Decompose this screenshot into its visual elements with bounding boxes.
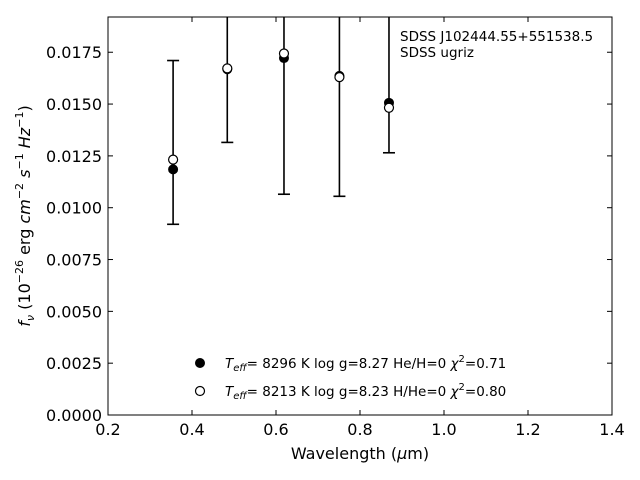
data-markers bbox=[168, 48, 395, 175]
annotation-object-name: SDSS J102444.55+551538.5 bbox=[400, 29, 593, 45]
y-tick-label: 0.0100 bbox=[46, 199, 102, 218]
error-bars bbox=[167, 17, 395, 226]
open-point bbox=[278, 48, 290, 59]
svg-text:Teff= 8213 K log g=8.23 H/H: Teff= 8213 K log g=8.23 H/He=0 χ2=0.80 bbox=[225, 382, 506, 402]
legend-1-teff: 8296 K bbox=[262, 356, 311, 372]
x-tick-label: 0.2 bbox=[95, 420, 120, 439]
y-axis: 0.0000 0.0025 0.0050 0.0075 0.0100 0.0125 0.01… bbox=[46, 43, 612, 425]
legend: Teff= 8296 K log g=8.27 He/H=0 χ2=0.71 T… bbox=[194, 354, 506, 402]
open-point bbox=[383, 102, 395, 113]
y-tick-label: 0.0175 bbox=[46, 43, 102, 62]
open-point bbox=[334, 72, 345, 83]
open-point bbox=[168, 154, 179, 165]
legend-2-teff: 8213 K bbox=[262, 384, 311, 400]
legend-2-logg: log g=8.23 bbox=[314, 384, 389, 400]
y-tick-label: 0.0025 bbox=[46, 354, 102, 373]
y-axis-label: fν (10−26 erg cm−2 s−1 Hz−1) bbox=[13, 105, 37, 326]
legend-filled-marker bbox=[195, 358, 205, 368]
x-tick-label: 1.4 bbox=[599, 420, 624, 439]
legend-2-composition: H/He=0 bbox=[393, 384, 446, 400]
x-axis-label: Wavelength (μm) bbox=[291, 444, 429, 463]
y-tick-label: 0.0150 bbox=[46, 95, 102, 114]
y-tick-label: 0.0075 bbox=[46, 251, 102, 270]
legend-open-marker bbox=[194, 385, 206, 397]
y-tick-label: 0.0050 bbox=[46, 302, 102, 321]
annotation-survey: SDSS ugriz bbox=[400, 45, 474, 61]
legend-entry-he-model: Teff= 8296 K log g=8.27 He/H=0 χ2=0.71 bbox=[195, 354, 506, 374]
legend-2-chi2: =0.80 bbox=[465, 384, 506, 400]
x-tick-label: 0.6 bbox=[263, 420, 288, 439]
x-axis: 0.2 0.4 0.6 0.8 1.0 1.2 1.4 bbox=[95, 17, 625, 439]
x-tick-label: 1.0 bbox=[431, 420, 456, 439]
open-point bbox=[222, 63, 233, 74]
svg-text:Teff= 8296 K log g=8.27 He/: Teff= 8296 K log g=8.27 He/H=0 χ2=0.71 bbox=[225, 354, 506, 374]
legend-1-composition: He/H=0 bbox=[393, 356, 446, 372]
legend-entry-h-model: Teff= 8213 K log g=8.23 H/He=0 χ2=0.80 bbox=[194, 382, 506, 402]
legend-1-chi2: =0.71 bbox=[465, 356, 506, 372]
y-tick-label: 0.0000 bbox=[46, 406, 102, 425]
x-tick-label: 0.4 bbox=[179, 420, 204, 439]
legend-1-logg: log g=8.27 bbox=[314, 356, 389, 372]
filled-point bbox=[168, 164, 179, 175]
y-tick-label: 0.0125 bbox=[46, 147, 102, 166]
x-tick-label: 1.2 bbox=[515, 420, 540, 439]
x-tick-label: 0.8 bbox=[347, 420, 372, 439]
